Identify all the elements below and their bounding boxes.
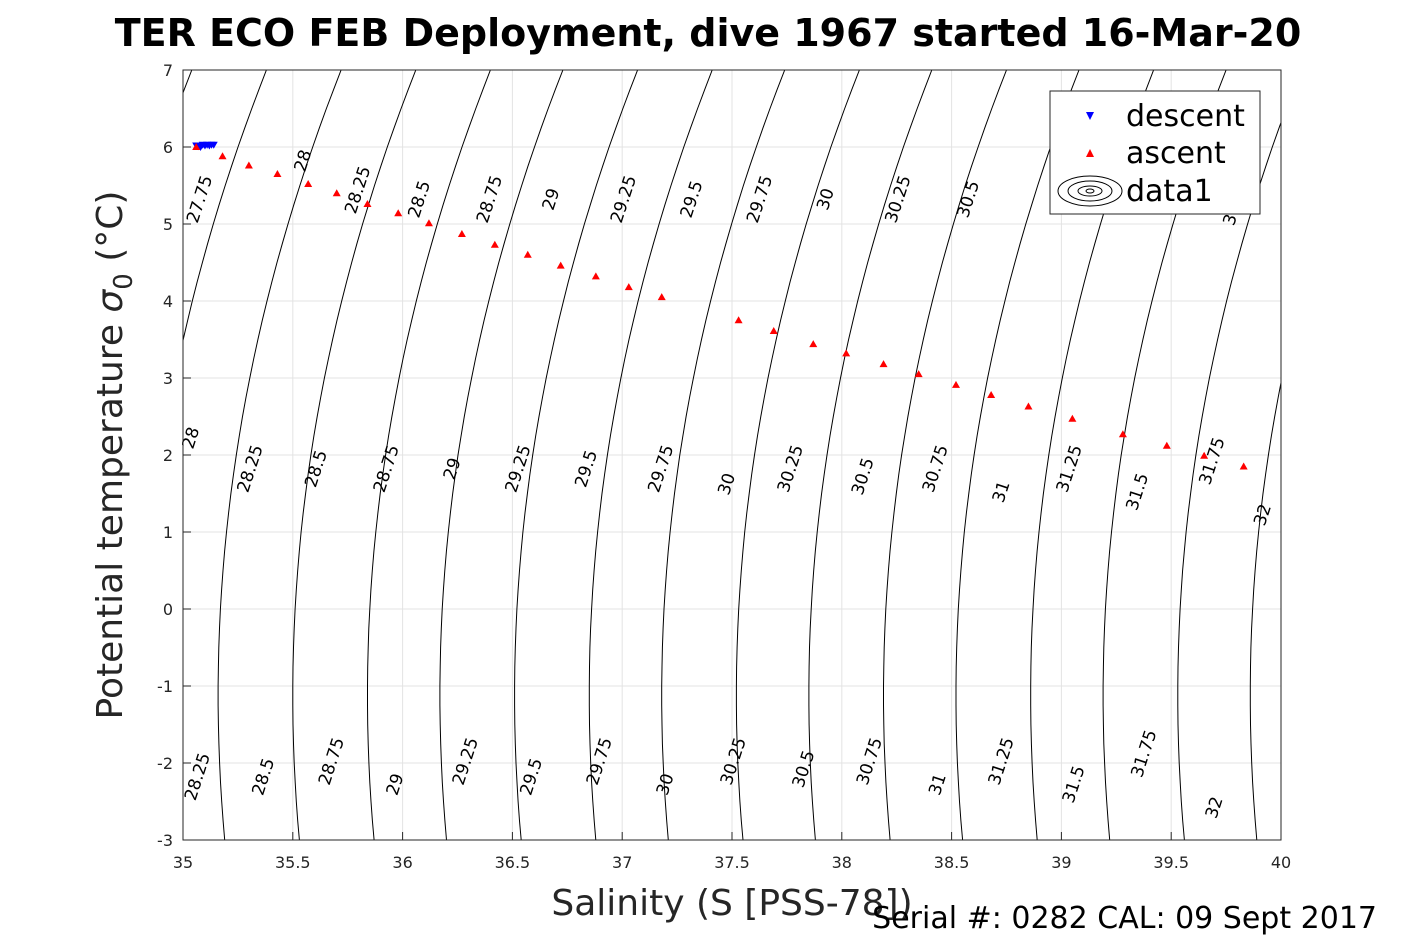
y-tick-label: -2 (157, 754, 173, 773)
contour-line (217, 70, 342, 840)
x-axis-label: Salinity (S [PSS-78]) (551, 883, 912, 924)
y-axis-label-main: Potential temperature (90, 313, 131, 720)
ascent-point (624, 283, 633, 291)
legend-box (1049, 90, 1261, 215)
y-axis-label-sigma: σ (90, 289, 131, 313)
x-tick-label: 40 (1271, 853, 1291, 872)
ascent-point (304, 179, 313, 187)
ascent-point (914, 370, 923, 378)
ascent-point (457, 230, 466, 238)
x-tick-label: 39 (1051, 853, 1071, 872)
ascent-point (1024, 402, 1033, 410)
y-tick-label: 1 (163, 523, 173, 542)
descent-point (196, 144, 205, 151)
contour-line (1249, 380, 1281, 840)
contour-line (735, 70, 860, 840)
legend-descent-label: descent (1126, 99, 1245, 134)
y-tick-label: 7 (163, 61, 173, 80)
x-tick-label: 37 (612, 853, 632, 872)
ascent-point (1239, 462, 1248, 470)
x-tick-label: 35 (173, 853, 193, 872)
ascent-point (1200, 451, 1209, 459)
y-tick-label: -1 (157, 677, 173, 696)
ascent-point (424, 219, 433, 227)
contour-line (183, 70, 267, 343)
ascent-point (879, 360, 888, 368)
legend-ascent-marker (1086, 149, 1094, 157)
y-tick-label: 3 (163, 369, 173, 388)
y-tick-label: 6 (163, 138, 173, 157)
x-tick-label: 36 (392, 853, 412, 872)
legend: descent ascent data1 (1049, 90, 1261, 215)
contour-line (661, 70, 786, 840)
contour-line (588, 70, 713, 840)
x-tick-label: 35.5 (275, 853, 311, 872)
y-tick-label: -3 (157, 831, 173, 850)
y-axis-label-unit: (°C) (90, 191, 131, 274)
ascent-point (192, 143, 201, 150)
ascent-point (987, 390, 996, 398)
ascent-point (523, 250, 532, 258)
legend-data1-label: data1 (1126, 174, 1213, 209)
chart-title: TER ECO FEB Deployment, dive 1967 starte… (115, 11, 1302, 55)
ascent-point (657, 293, 666, 301)
ascent-point (769, 327, 778, 335)
legend-contour-icon (1057, 175, 1123, 207)
x-tick-label: 39.5 (1153, 853, 1189, 872)
ascent-point (363, 199, 372, 207)
y-tick-label: 5 (163, 215, 173, 234)
ascent-point (1068, 414, 1077, 422)
contour-line (883, 70, 1007, 840)
x-tick-label: 36.5 (495, 853, 531, 872)
ascent-point (1118, 430, 1127, 438)
y-tick-label: 0 (163, 600, 173, 619)
ascent-point (273, 169, 282, 177)
ascent-point (556, 261, 565, 269)
x-tick-label: 37.5 (714, 853, 750, 872)
y-tick-label: 4 (163, 292, 173, 311)
data-markers (192, 141, 1248, 470)
ascent-point (809, 340, 818, 348)
ascent-point (842, 349, 851, 357)
legend-ascent-label: ascent (1126, 136, 1226, 171)
ascent-point (332, 189, 341, 197)
legend-descent-marker (1086, 112, 1094, 120)
contour-line (808, 70, 933, 840)
y-axis-label-subscript: 0 (109, 273, 139, 290)
serial-cal-footer: Serial #: 0282 CAL: 09 Sept 2017 (872, 901, 1377, 936)
contour-line (955, 70, 1080, 840)
ascent-point (394, 209, 403, 217)
ascent-point (734, 316, 743, 324)
ascent-point (218, 152, 227, 160)
ascent-point (490, 240, 499, 248)
x-tick-label: 38 (832, 853, 852, 872)
ascent-point (591, 272, 600, 280)
ascent-point (244, 161, 253, 169)
y-tick-label: 2 (163, 446, 173, 465)
contour-line (514, 70, 639, 840)
contour-line (292, 70, 417, 840)
y-axis-label: Potential temperature σ0 (°C) (90, 191, 139, 720)
ascent-point (951, 380, 960, 388)
contour-line (439, 70, 564, 840)
ascent-point (1162, 441, 1171, 449)
x-tick-label: 38.5 (934, 853, 970, 872)
descent-point (209, 141, 218, 149)
contour-line (367, 70, 491, 840)
axis-ticks: 35 35.5 36 36.5 37 37.5 38 38.5 39 39.5 40-3-2-101… (157, 61, 1291, 872)
